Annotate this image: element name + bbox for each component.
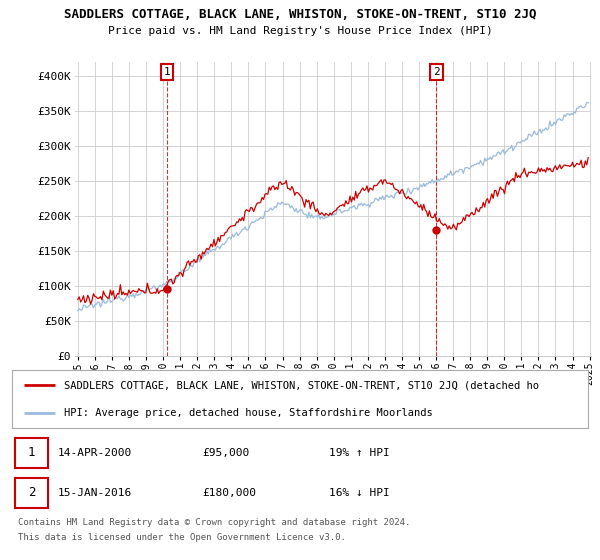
Text: Price paid vs. HM Land Registry's House Price Index (HPI): Price paid vs. HM Land Registry's House …: [107, 26, 493, 36]
Text: £180,000: £180,000: [202, 488, 256, 498]
Text: 15-JAN-2016: 15-JAN-2016: [58, 488, 133, 498]
Text: SADDLERS COTTAGE, BLACK LANE, WHISTON, STOKE-ON-TRENT, ST10 2JQ: SADDLERS COTTAGE, BLACK LANE, WHISTON, S…: [64, 8, 536, 21]
Text: 14-APR-2000: 14-APR-2000: [58, 448, 133, 458]
Text: 16% ↓ HPI: 16% ↓ HPI: [329, 488, 389, 498]
FancyBboxPatch shape: [15, 478, 48, 508]
Text: 19% ↑ HPI: 19% ↑ HPI: [329, 448, 389, 458]
Text: £95,000: £95,000: [202, 448, 250, 458]
Text: HPI: Average price, detached house, Staffordshire Moorlands: HPI: Average price, detached house, Staf…: [64, 408, 433, 418]
Text: 1: 1: [164, 67, 170, 77]
Text: 1: 1: [28, 446, 35, 459]
Text: 2: 2: [28, 487, 35, 500]
Text: 2: 2: [433, 67, 440, 77]
Text: Contains HM Land Registry data © Crown copyright and database right 2024.: Contains HM Land Registry data © Crown c…: [18, 518, 410, 527]
FancyBboxPatch shape: [15, 438, 48, 468]
Text: SADDLERS COTTAGE, BLACK LANE, WHISTON, STOKE-ON-TRENT, ST10 2JQ (detached ho: SADDLERS COTTAGE, BLACK LANE, WHISTON, S…: [64, 380, 539, 390]
Text: This data is licensed under the Open Government Licence v3.0.: This data is licensed under the Open Gov…: [18, 533, 346, 542]
